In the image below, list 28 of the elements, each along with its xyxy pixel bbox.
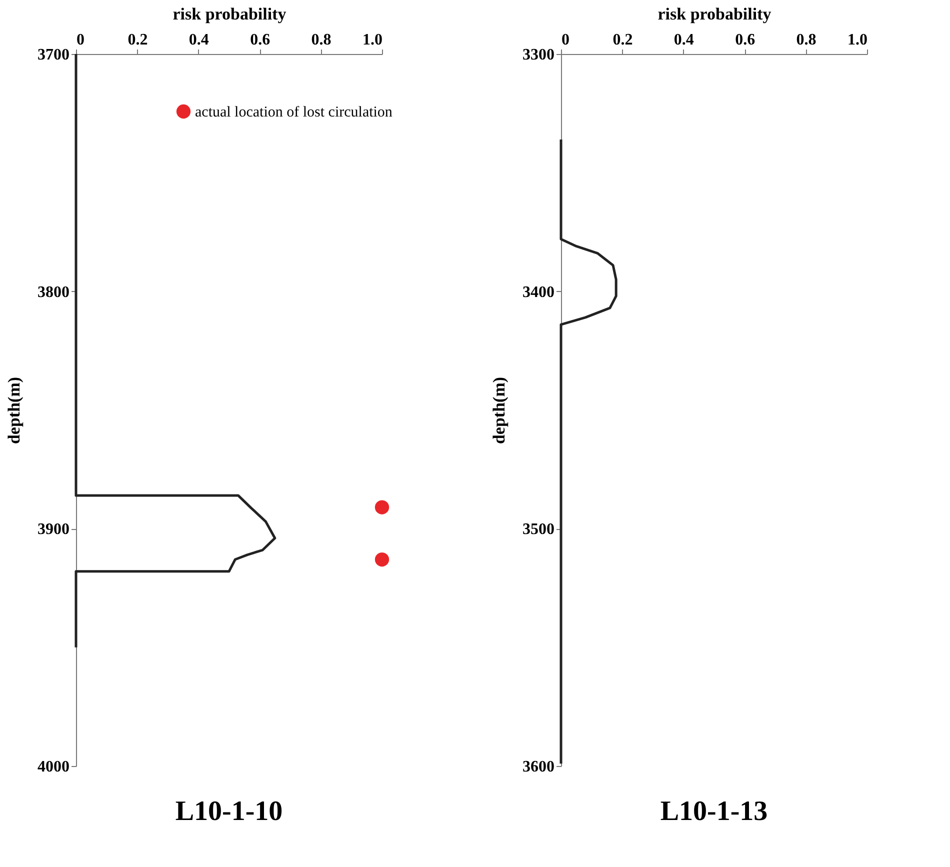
x-tick-label: 1.0: [848, 32, 868, 48]
legend-label: actual location of lost circulation: [195, 104, 393, 120]
y-tick-label: 3500: [522, 521, 554, 538]
x-tick-label: 0.8: [796, 32, 816, 48]
x-tick-label: 0.2: [128, 32, 148, 48]
text: L10-1-10: [175, 796, 283, 827]
x-tick-label: 0.6: [250, 32, 270, 48]
y-tick-label: 3900: [38, 521, 70, 538]
y-axis-title: depth(m): [4, 376, 24, 444]
x-tick-label: 0.8: [311, 32, 332, 48]
y-tick-label: 3700: [38, 46, 70, 64]
text: L10-1-13: [660, 796, 768, 827]
y-axis-title: depth(m): [490, 376, 508, 444]
x-axis-title: risk probability: [658, 4, 772, 24]
y-tick-label: 3800: [38, 284, 70, 301]
x-tick-label: 0.2: [612, 32, 633, 48]
x-tick-label: 0: [76, 32, 84, 48]
y-tick-label: 4000: [38, 758, 70, 776]
x-tick-label: 0.4: [188, 32, 209, 48]
y-tick-label: 3400: [522, 284, 554, 301]
y-tick-label: 3600: [522, 758, 554, 776]
x-axis-title: risk probability: [172, 4, 287, 24]
y-tick-label: 3300: [522, 46, 554, 64]
line-series: [560, 138, 618, 765]
x-tick-label: 0: [562, 32, 570, 48]
x-tick-label: 0.4: [674, 32, 694, 48]
x-tick-label: 1.0: [362, 32, 382, 48]
x-tick-label: 0.6: [735, 32, 756, 48]
